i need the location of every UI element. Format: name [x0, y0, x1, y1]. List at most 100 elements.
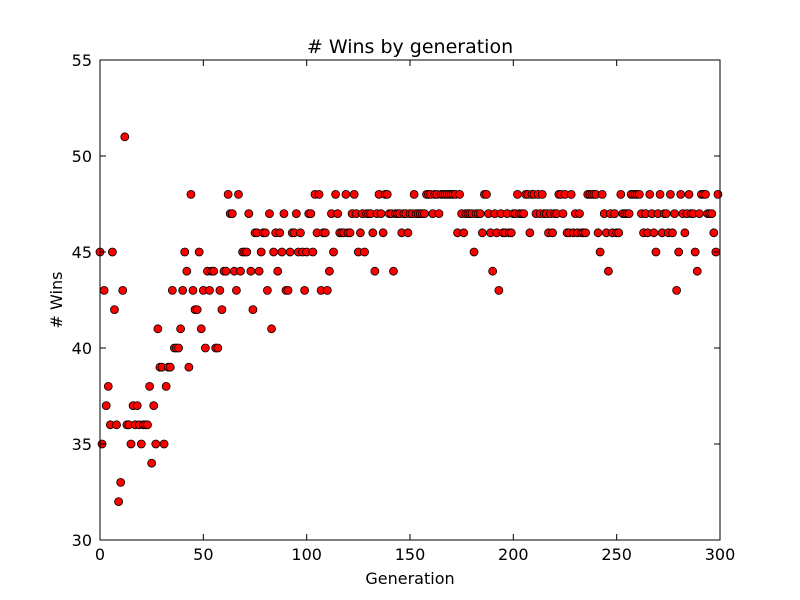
data-point: [145, 381, 155, 391]
data-point: [153, 324, 163, 334]
data-point: [692, 266, 702, 276]
data-point: [324, 266, 334, 276]
x-tick-label: 0: [95, 545, 105, 564]
data-point: [459, 228, 469, 238]
data-point: [267, 324, 276, 334]
data-point: [215, 285, 225, 295]
data-point: [382, 189, 392, 199]
data-point: [108, 247, 117, 257]
data-point: [103, 381, 113, 391]
data-point: [227, 209, 237, 219]
data-point: [136, 439, 146, 449]
data-point: [112, 420, 121, 430]
data-point: [205, 285, 214, 295]
data-point: [355, 228, 365, 238]
data-point: [684, 189, 694, 199]
data-point: [595, 247, 605, 257]
data-point: [616, 189, 626, 199]
plot-frame: [99, 59, 721, 541]
data-point: [482, 189, 491, 199]
data-point: [213, 343, 223, 353]
data-point: [120, 132, 130, 142]
data-point: [548, 228, 557, 238]
data-point: [434, 209, 444, 219]
data-point: [231, 285, 241, 295]
data-point: [254, 266, 264, 276]
data-point: [184, 362, 194, 372]
data-point: [246, 266, 256, 276]
data-point: [279, 209, 289, 219]
data-point: [680, 228, 690, 238]
data-point: [209, 266, 219, 276]
data-point: [635, 189, 644, 199]
y-tick-label: 30: [72, 531, 92, 550]
data-point: [610, 209, 619, 219]
data-point: [182, 266, 192, 276]
data-point: [196, 324, 206, 334]
data-point: [322, 285, 332, 295]
data-point: [341, 189, 351, 199]
data-point: [176, 324, 186, 334]
data-point: [378, 228, 388, 238]
data-point: [248, 305, 258, 315]
chart-title: # Wins by generation: [307, 36, 513, 58]
data-point: [566, 189, 576, 199]
data-point: [370, 266, 380, 276]
data-point: [194, 247, 204, 257]
data-point: [329, 247, 338, 257]
data-point: [376, 209, 386, 219]
data-point: [475, 209, 485, 219]
data-point: [506, 228, 516, 238]
data-point: [242, 247, 252, 257]
data-point: [672, 285, 681, 295]
y-tick-label: 35: [72, 435, 92, 454]
y-axis-label: # Wins: [47, 272, 66, 329]
data-point: [331, 189, 341, 199]
data-point: [126, 439, 136, 449]
data-point: [674, 247, 684, 257]
x-tick-label: 250: [601, 545, 632, 564]
data-point: [368, 228, 378, 238]
data-point: [275, 228, 285, 238]
data-point: [597, 189, 607, 199]
data-point: [174, 343, 183, 353]
data-point: [666, 189, 675, 199]
data-point: [99, 285, 109, 295]
data-point: [256, 247, 266, 257]
data-point: [645, 189, 655, 199]
data-point: [655, 189, 665, 199]
y-tick-label: 50: [72, 147, 92, 166]
data-point: [221, 266, 231, 276]
data-point: [269, 247, 279, 257]
data-point: [308, 247, 318, 257]
data-point: [558, 209, 568, 219]
data-point: [244, 209, 254, 219]
data-point: [116, 477, 126, 487]
data-point: [455, 189, 465, 199]
x-tick-label: 300: [705, 545, 736, 564]
y-tick-label: 55: [72, 51, 92, 70]
data-point: [581, 228, 591, 238]
data-point: [300, 285, 310, 295]
data-point: [283, 285, 293, 295]
data-point: [217, 305, 227, 315]
axis-ticks: 0 50 100 150 200 250 300 30 35 40 45 50 55: [72, 51, 736, 564]
data-point: [151, 439, 161, 449]
data-point: [306, 209, 316, 219]
data-point: [159, 439, 169, 449]
data-point: [178, 285, 188, 295]
data-point: [320, 228, 330, 238]
data-point: [192, 305, 202, 315]
data-point: [132, 401, 142, 411]
data-point: [161, 381, 171, 391]
data-point: [200, 343, 210, 353]
data-point: [690, 247, 700, 257]
data-point: [676, 189, 686, 199]
data-point: [525, 228, 535, 238]
data-point: [314, 189, 324, 199]
x-axis-label: Generation: [365, 569, 454, 588]
data-point: [167, 285, 177, 295]
data-point: [575, 209, 584, 219]
